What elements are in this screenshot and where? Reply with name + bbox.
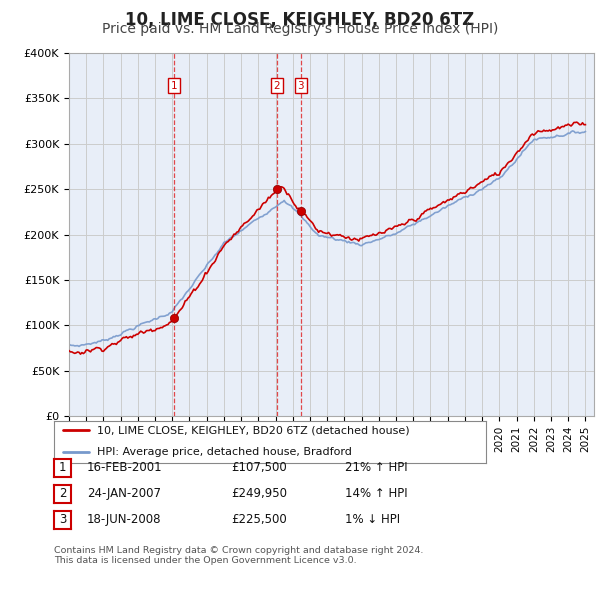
Text: £225,500: £225,500 bbox=[231, 513, 287, 526]
Text: 18-JUN-2008: 18-JUN-2008 bbox=[87, 513, 161, 526]
Text: 1% ↓ HPI: 1% ↓ HPI bbox=[345, 513, 400, 526]
Text: 1: 1 bbox=[171, 81, 178, 91]
Text: 21% ↑ HPI: 21% ↑ HPI bbox=[345, 461, 407, 474]
Text: Contains HM Land Registry data © Crown copyright and database right 2024.: Contains HM Land Registry data © Crown c… bbox=[54, 546, 424, 555]
Text: 1: 1 bbox=[59, 461, 66, 474]
Text: HPI: Average price, detached house, Bradford: HPI: Average price, detached house, Brad… bbox=[97, 447, 352, 457]
Text: 3: 3 bbox=[59, 513, 66, 526]
Text: 10, LIME CLOSE, KEIGHLEY, BD20 6TZ: 10, LIME CLOSE, KEIGHLEY, BD20 6TZ bbox=[125, 11, 475, 29]
Text: 2: 2 bbox=[59, 487, 66, 500]
Text: 16-FEB-2001: 16-FEB-2001 bbox=[87, 461, 163, 474]
Text: 10, LIME CLOSE, KEIGHLEY, BD20 6TZ (detached house): 10, LIME CLOSE, KEIGHLEY, BD20 6TZ (deta… bbox=[97, 425, 410, 435]
Text: This data is licensed under the Open Government Licence v3.0.: This data is licensed under the Open Gov… bbox=[54, 556, 356, 565]
Text: 2: 2 bbox=[274, 81, 280, 91]
Text: 24-JAN-2007: 24-JAN-2007 bbox=[87, 487, 161, 500]
Text: £107,500: £107,500 bbox=[231, 461, 287, 474]
Text: Price paid vs. HM Land Registry's House Price Index (HPI): Price paid vs. HM Land Registry's House … bbox=[102, 22, 498, 37]
Text: £249,950: £249,950 bbox=[231, 487, 287, 500]
Text: 3: 3 bbox=[298, 81, 304, 91]
Text: 14% ↑ HPI: 14% ↑ HPI bbox=[345, 487, 407, 500]
